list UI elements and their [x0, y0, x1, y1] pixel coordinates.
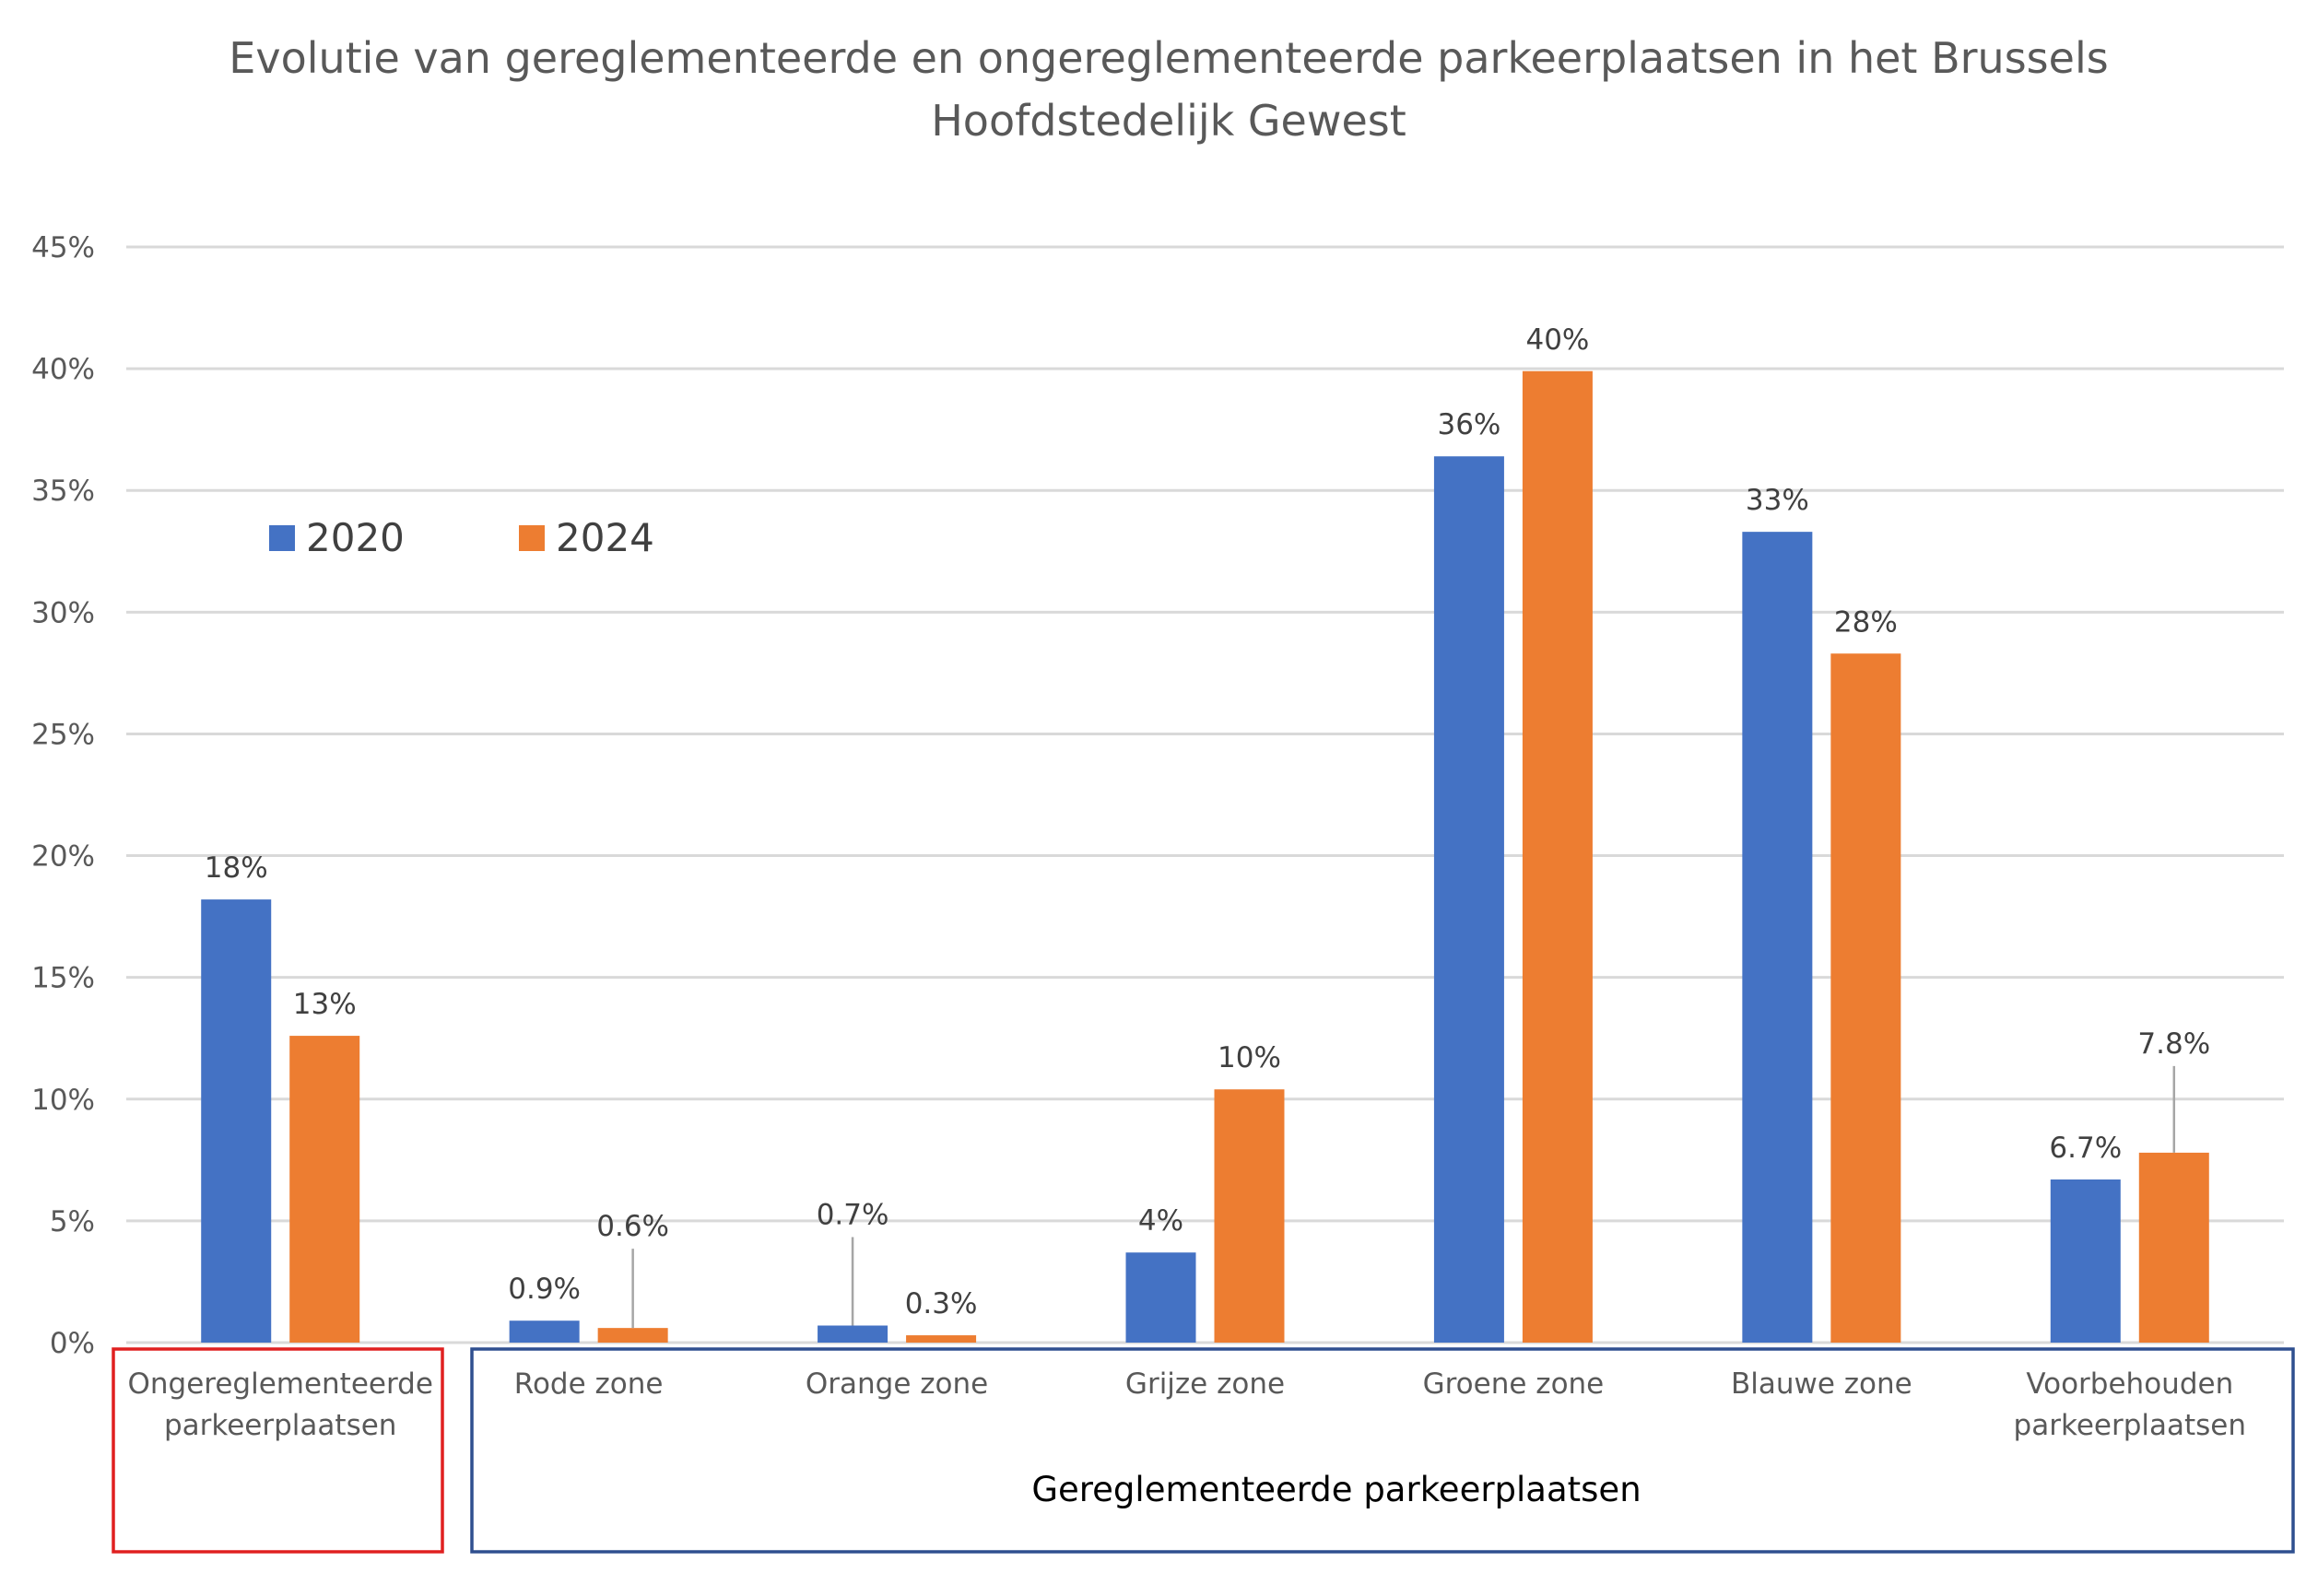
category-group-box — [112, 1347, 444, 1554]
category-group-box — [470, 1347, 2295, 1554]
leader-lines — [631, 1065, 2176, 1329]
legend-swatch-2020 — [269, 525, 295, 551]
data-label: 4% — [1138, 1204, 1183, 1238]
bar-2020 — [509, 1320, 580, 1343]
chart-title-line: Evolutie van gereglementeerde en ongereg… — [229, 33, 2108, 83]
bar-2020 — [818, 1325, 888, 1343]
category-label: Groene zone — [1423, 1367, 1605, 1401]
data-label: 40% — [1525, 323, 1589, 357]
data-label: 28% — [1834, 605, 1898, 639]
data-label: 0.9% — [508, 1273, 581, 1306]
bar-2020 — [1125, 1252, 1196, 1343]
category-groups: Gereglementeerde parkeerplaatsen — [112, 1347, 2295, 1554]
bar-2024 — [289, 1036, 360, 1343]
legend-label-2020: 2020 — [306, 515, 405, 560]
y-tick-label: 10% — [31, 1084, 95, 1117]
category-label: Orange zone — [806, 1367, 988, 1401]
category-labels: Ongereglementeerde parkeerplaatsen Rode zo… — [127, 1367, 2246, 1442]
bar-2024 — [1214, 1089, 1285, 1343]
bar-2024 — [1522, 370, 1593, 1344]
bar-2020 — [1433, 456, 1504, 1344]
data-label: 0.6% — [596, 1210, 669, 1243]
bar-2020 — [201, 899, 272, 1343]
data-label: 6.7% — [2049, 1132, 2122, 1165]
data-label: 0.3% — [905, 1287, 978, 1320]
data-label: 7.8% — [2137, 1027, 2210, 1061]
y-tick-label: 25% — [31, 718, 95, 751]
bar-2024 — [597, 1328, 668, 1343]
chart-title: Evolutie van gereglementeerde en ongereg… — [229, 33, 2108, 146]
data-label: 36% — [1437, 408, 1500, 441]
category-group-label: Gereglementeerde parkeerplaatsen — [1031, 1470, 1641, 1509]
data-label: 10% — [1218, 1041, 1281, 1074]
y-tick-label: 15% — [31, 962, 95, 995]
y-tick-label: 30% — [31, 596, 95, 629]
category-label: Blauwe zone — [1731, 1367, 1912, 1401]
y-tick-label: 35% — [31, 475, 95, 508]
data-label: 0.7% — [817, 1199, 889, 1232]
category-label: Grijze zone — [1125, 1367, 1285, 1401]
data-label: 33% — [1746, 484, 1809, 517]
y-tick-label: 0% — [50, 1327, 95, 1360]
legend-label-2024: 2024 — [556, 515, 654, 560]
category-label: Rode zone — [514, 1367, 664, 1401]
y-axis-ticks: 0% 5% 10% 15% 20% 25% 30% 35% 40% 45% — [31, 231, 95, 1360]
y-tick-label: 5% — [50, 1205, 95, 1238]
bars — [201, 370, 2209, 1344]
y-tick-label: 20% — [31, 840, 95, 874]
bar-2024 — [2138, 1152, 2209, 1343]
bar-2020 — [2050, 1179, 2121, 1343]
legend-swatch-2024 — [519, 525, 545, 551]
category-label: parkeerplaatsen — [2014, 1409, 2246, 1442]
chart-title-line: Hoofdstedelijk Gewest — [931, 96, 1406, 146]
gridlines — [126, 245, 2284, 1344]
legend: 2020 2024 — [269, 515, 654, 560]
category-label: Voorbehouden — [2026, 1367, 2233, 1401]
y-tick-label: 45% — [31, 231, 95, 264]
y-tick-label: 40% — [31, 353, 95, 386]
bar-2020 — [1742, 532, 1813, 1343]
category-label: parkeerplaatsen — [164, 1409, 396, 1442]
category-label: Ongereglementeerde — [127, 1367, 432, 1401]
data-label: 18% — [205, 851, 268, 885]
data-labels: 18% 13% 0.9% 0.6% 0.7% 0.3% 4% 10% 36% 40% 33% 28% 6… — [205, 323, 2210, 1320]
bar-2024 — [906, 1335, 977, 1343]
data-label: 13% — [293, 988, 357, 1021]
bar-2024 — [1830, 653, 1901, 1343]
